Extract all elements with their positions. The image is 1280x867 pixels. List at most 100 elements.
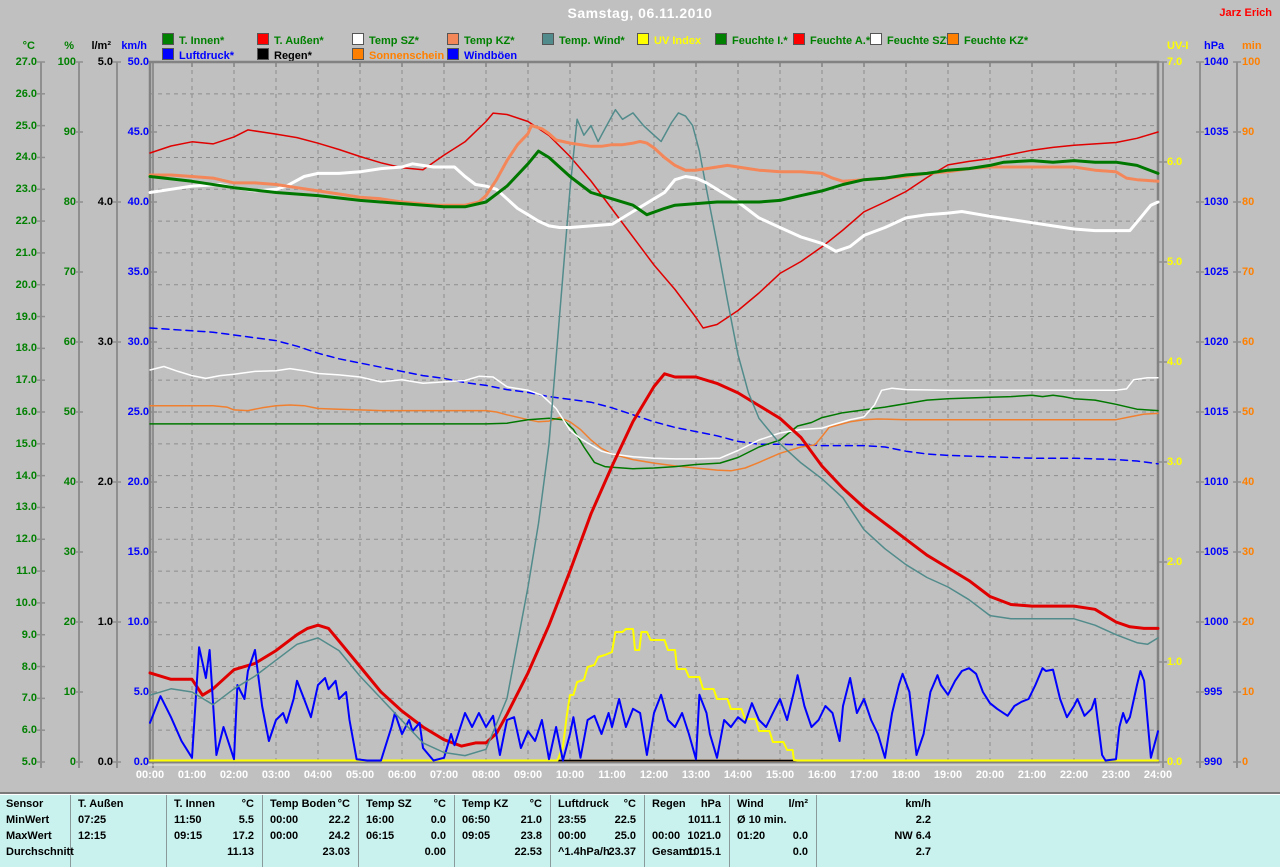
table-max-time-t-innen: 09:15 — [174, 830, 203, 842]
axis-tick-label: 50 — [63, 406, 76, 418]
legend-label: Windböen — [464, 50, 518, 62]
x-tick-label: 03:00 — [261, 769, 291, 781]
table-avg-value-regen: 0.0 — [792, 846, 808, 858]
table-max-time-t-au-en: 12:15 — [78, 830, 107, 842]
table-avg-value-t-innen: 23.03 — [322, 846, 350, 858]
legend-item-uv-index[interactable]: UV Index — [637, 33, 701, 47]
legend-label: T. Innen* — [179, 35, 225, 47]
axis-tick-label: 0 — [69, 756, 76, 768]
legend-item-regen[interactable]: Regen* — [257, 48, 312, 62]
legend-item-windb-en[interactable]: Windböen — [447, 48, 518, 62]
table-max-time-wind: 01:20 — [737, 830, 766, 842]
table-col-unit: °C — [337, 798, 350, 810]
axis-tick-label: 30 — [1242, 546, 1255, 558]
table-min-time-t-innen: 11:50 — [174, 814, 202, 826]
axis-tick-label: 15.0 — [15, 437, 37, 450]
table-avg-value-t-au-en: 11.13 — [227, 846, 254, 858]
axis-unit-hpa: hPa — [1204, 40, 1225, 52]
axis-tick-label: 70 — [63, 266, 76, 278]
axis-tick-label: 6.0 — [1167, 156, 1183, 168]
legend-item-sonnenschein[interactable]: Sonnenschein — [352, 48, 444, 62]
legend-item-feuchte-sz[interactable]: Feuchte SZ* — [870, 33, 951, 47]
axis-tick-label: 0.0 — [133, 756, 149, 768]
legend-swatch-windb-en — [447, 48, 459, 60]
table-min-value-temp-kz: 22.5 — [614, 814, 636, 826]
legend-item-t-innen[interactable]: T. Innen* — [162, 33, 225, 47]
series-luftdruck — [149, 327, 1159, 465]
axis-tick-label: 9.0 — [21, 628, 37, 641]
legend-item-temp-sz[interactable]: Temp SZ* — [352, 33, 419, 47]
legend-item-t-au-en[interactable]: T. Außen* — [257, 33, 324, 47]
chart-plot-area[interactable] — [0, 0, 1280, 794]
table-row-label: Durchschnitt — [6, 846, 74, 858]
page-title: Samstag, 06.11.2010 — [567, 5, 713, 21]
legend-label: Feuchte A.* — [810, 35, 871, 47]
table-col-name-t-innen: T. Innen — [174, 798, 215, 810]
axis-tick-label: 70 — [1242, 266, 1255, 278]
axis-tick-label: 12.0 — [15, 533, 37, 546]
axis-tick-label: 40 — [1242, 476, 1255, 488]
table-min-value-t-innen: 22.2 — [328, 814, 350, 826]
axis-tick-label: 26.0 — [15, 87, 37, 100]
series-feuchte-i — [149, 394, 1159, 470]
table-max-value-temp-kz: 25.0 — [614, 830, 636, 842]
axis-tick-label: 1035 — [1204, 126, 1229, 138]
legend-swatch-temp-kz — [447, 33, 459, 45]
axis-tick-label: 15.0 — [127, 546, 149, 558]
table-min-value-t-au-en: 5.5 — [238, 814, 254, 826]
table-max-time-luftdruck: 00:00 — [558, 830, 587, 842]
axis-tick-label: 5.0 — [133, 686, 149, 698]
x-tick-label: 08:00 — [471, 769, 501, 781]
axis-tick-label: 0.0 — [97, 756, 113, 768]
table-max-value-temp-sz: 23.8 — [520, 830, 542, 842]
axis-tick-label: 22.0 — [15, 215, 37, 228]
legend-label: Regen* — [274, 50, 312, 62]
table-col-unit: °C — [623, 798, 636, 810]
legend-swatch-feuchte-a — [793, 33, 805, 45]
legend-item-feuchte-i[interactable]: Feuchte I.* — [715, 33, 788, 47]
x-tick-label: 05:00 — [345, 769, 375, 781]
table-max-time-regen: 00:00 — [652, 830, 681, 842]
legend-item-temp-wind[interactable]: Temp. Wind* — [542, 33, 625, 47]
legend-item-temp-kz[interactable]: Temp KZ* — [447, 33, 515, 47]
legend-swatch-t-innen — [162, 33, 174, 45]
axis-tick-label: 990 — [1204, 756, 1223, 768]
legend-item-feuchte-kz[interactable]: Feuchte KZ* — [947, 33, 1029, 47]
table-max-value-wind: NW 6.4 — [894, 830, 931, 842]
legend-swatch-sonnenschein — [352, 48, 364, 60]
table-avg-value-wind: 2.7 — [915, 846, 931, 858]
axis-tick-label: 5.0 — [21, 756, 37, 768]
axis-tick-label: 100 — [1242, 56, 1261, 68]
axis-tick-label: 1025 — [1204, 266, 1229, 278]
axis-tick-label: 19.0 — [15, 310, 37, 323]
table-row-label: MinWert — [6, 814, 50, 826]
x-tick-label: 07:00 — [429, 769, 459, 781]
x-tick-label: 20:00 — [975, 769, 1005, 781]
legend-label: Feuchte KZ* — [964, 35, 1029, 47]
axis-tick-label: 24.0 — [15, 151, 37, 164]
table-avg-value-temp-boden: 0.00 — [424, 846, 446, 858]
axis-tick-label: 2.0 — [97, 476, 113, 488]
table-max-time-temp-kz: 09:05 — [462, 830, 491, 842]
table-separator — [729, 795, 730, 867]
axis-tick-label: 11.0 — [16, 565, 37, 578]
x-tick-label: 23:00 — [1101, 769, 1131, 781]
axis-unit-c: °C — [22, 40, 35, 52]
table-col-name-temp-sz: Temp SZ — [366, 798, 412, 810]
axis-tick-label: 10 — [1242, 686, 1255, 698]
legend-item-luftdruck[interactable]: Luftdruck* — [162, 48, 234, 62]
table-max-time-temp-sz: 06:15 — [366, 830, 395, 842]
axis-tick-label: 7.0 — [21, 692, 37, 705]
axis-tick-label: 35.0 — [127, 266, 149, 278]
table-separator — [816, 795, 817, 867]
legend-item-feuchte-a[interactable]: Feuchte A.* — [793, 33, 871, 47]
table-max-value-temp-boden: 0.0 — [430, 830, 446, 842]
axis-tick-label: 20 — [1242, 616, 1255, 628]
axis-tick-label: 20.0 — [15, 278, 37, 291]
author-label: Jarz Erich — [1219, 7, 1272, 19]
table-avg-value-temp-kz: 23.37 — [608, 846, 636, 858]
table-avg-value-luftdruck: 1015.1 — [687, 846, 721, 858]
legend-label: Luftdruck* — [179, 50, 234, 62]
axis-unit-uv-i: UV-I — [1167, 40, 1189, 52]
x-tick-label: 01:00 — [177, 769, 207, 781]
